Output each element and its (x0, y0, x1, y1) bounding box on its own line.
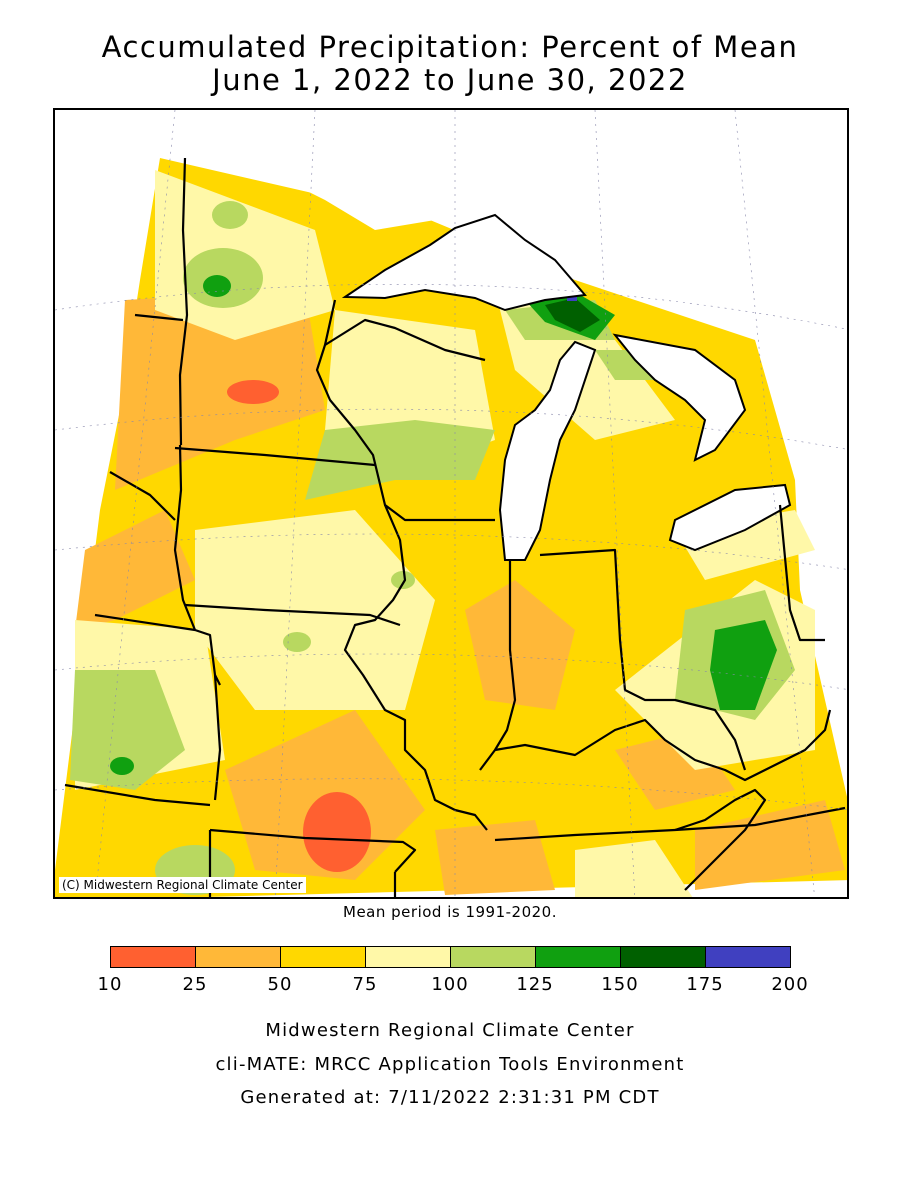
legend-swatch (705, 946, 791, 968)
precip-zone-25-50 (695, 800, 845, 890)
lake-michigan (498, 340, 597, 561)
precip-zone-25-50 (465, 580, 575, 710)
precip-zone-25-50 (115, 290, 325, 490)
map-date-range: June 1, 2022 to June 30, 2022 (212, 63, 688, 97)
canada-white (155, 110, 847, 359)
footer-tool: cli-MATE: MRCC Application Tools Environ… (215, 1054, 685, 1075)
precip-zone-10-25 (303, 792, 371, 872)
legend-swatch (450, 946, 536, 968)
map-title: Accumulated Precipitation: Percent of Me… (101, 30, 799, 64)
legend-tick-label: 100 (431, 974, 469, 995)
precip-zone-100-125 (305, 420, 495, 500)
state-boundaries (64, 157, 846, 897)
color-legend (110, 946, 791, 970)
legend-swatch (280, 946, 366, 968)
legend-tick-label: 10 (97, 974, 123, 995)
precip-zone-100-125 (391, 571, 415, 589)
legend-tick-label: 125 (516, 974, 554, 995)
legend-swatch (195, 946, 281, 968)
legend-tick-label: 50 (267, 974, 293, 995)
map-canvas (55, 110, 847, 897)
mean-period-note: Mean period is 1991-2020. (343, 903, 557, 921)
lake-erie (668, 483, 792, 552)
legend-tick-label: 175 (686, 974, 724, 995)
precip-zone-150-175 (545, 298, 600, 332)
legend-swatch (365, 946, 451, 968)
precip-zone-125-150 (110, 757, 134, 775)
footer-generated: Generated at: 7/11/2022 2:31:31 PM CDT (240, 1087, 660, 1108)
legend-tick-label: 150 (601, 974, 639, 995)
precip-zone-100-125 (212, 201, 248, 229)
map-credit: (C) Midwestern Regional Climate Center (59, 877, 306, 893)
precip-zone-75-100 (195, 510, 435, 710)
precip-zone-125-150 (203, 275, 231, 297)
precip-zone-100-125 (70, 670, 185, 790)
legend-swatch (535, 946, 621, 968)
legend-swatch (620, 946, 706, 968)
legend-tick-label: 200 (771, 974, 809, 995)
graticule (55, 110, 847, 897)
precip-zone-10-25 (227, 380, 279, 404)
precip-zone-25-50 (435, 820, 555, 895)
precip-zone-125-150 (710, 620, 777, 710)
precip-zone-25-50 (75, 510, 195, 630)
precipitation-map: (C) Midwestern Regional Climate Center (53, 108, 849, 899)
legend-tick-label: 75 (352, 974, 378, 995)
lake-huron (612, 333, 747, 462)
footer-org: Midwestern Regional Climate Center (265, 1020, 635, 1041)
precip-zone-100-125 (283, 632, 311, 652)
legend-tick-label: 25 (182, 974, 208, 995)
lake-superior (341, 213, 587, 312)
legend-swatch (110, 946, 196, 968)
precip-zone-75-100 (575, 840, 693, 897)
